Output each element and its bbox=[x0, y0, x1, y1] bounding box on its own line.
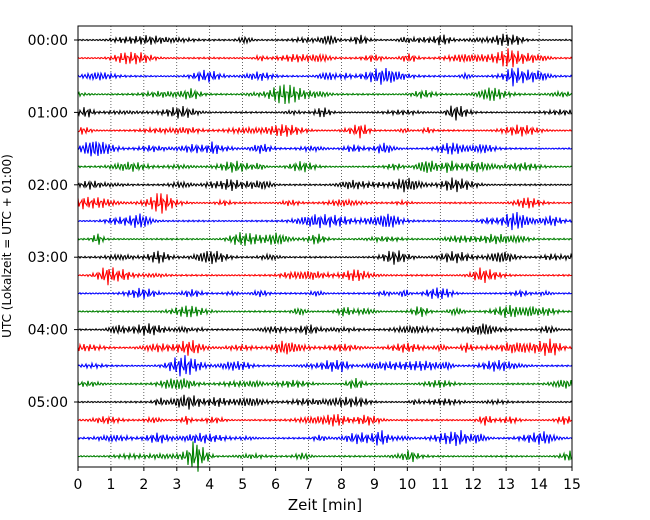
x-tick-label: 7 bbox=[304, 477, 313, 493]
y-tick-label: 02:00 bbox=[28, 178, 68, 194]
x-tick-label: 14 bbox=[530, 477, 548, 493]
trace-row bbox=[77, 105, 573, 121]
trace-row bbox=[77, 267, 573, 286]
plot-frame bbox=[77, 25, 573, 468]
trace-row bbox=[77, 160, 573, 173]
trace-row bbox=[77, 232, 573, 246]
trace-row bbox=[77, 305, 573, 318]
trace-row bbox=[77, 414, 573, 427]
trace-row bbox=[77, 250, 573, 265]
trace-row bbox=[78, 124, 573, 139]
x-tick-label: 15 bbox=[563, 477, 581, 493]
x-tick-label: 8 bbox=[337, 477, 346, 493]
trace-row bbox=[77, 338, 573, 356]
x-tick-label: 9 bbox=[370, 477, 379, 493]
trace-row bbox=[77, 48, 573, 68]
x-tick-label: 13 bbox=[497, 477, 515, 493]
x-tick-label: 11 bbox=[431, 477, 449, 493]
trace-row bbox=[77, 377, 573, 391]
trace-row bbox=[77, 323, 573, 336]
y-tick-label: 04:00 bbox=[28, 323, 68, 339]
trace-row bbox=[77, 212, 573, 231]
trace-row bbox=[77, 177, 573, 193]
trace-row bbox=[77, 67, 573, 87]
x-tick-label: 0 bbox=[74, 477, 83, 493]
trace-rows bbox=[77, 33, 573, 472]
trace-row bbox=[77, 33, 573, 46]
x-tick-label: 2 bbox=[139, 477, 148, 493]
y-tick-label: 01:00 bbox=[28, 105, 68, 121]
y-tick-label: 05:00 bbox=[28, 395, 68, 411]
trace-row bbox=[77, 441, 573, 472]
x-tick-label: 12 bbox=[464, 477, 482, 493]
trace-row bbox=[77, 355, 573, 377]
y-tick-label: 03:00 bbox=[28, 250, 68, 266]
trace-row bbox=[77, 141, 573, 157]
x-tick-label: 1 bbox=[106, 477, 115, 493]
trace-row bbox=[77, 193, 573, 214]
x-tick-label: 4 bbox=[205, 477, 214, 493]
trace-row bbox=[77, 430, 573, 447]
trace-row bbox=[77, 84, 573, 105]
x-axis: 0 1 2 3 4 5 6 7 8 9 10 11 12 13 14 15 bbox=[74, 467, 581, 493]
trace-row bbox=[77, 394, 573, 410]
x-tick-label: 3 bbox=[172, 477, 181, 493]
x-tick-label: 5 bbox=[238, 477, 247, 493]
y-axis: 00:00 01:00 02:00 03:00 04:00 05:00 bbox=[28, 33, 78, 411]
x-axis-title: Zeit [min] bbox=[288, 496, 362, 514]
x-tick-label: 10 bbox=[398, 477, 416, 493]
y-tick-label: 00:00 bbox=[28, 33, 68, 49]
y-axis-title: UTC (Lokalzeit = UTC + 01:00) bbox=[0, 154, 14, 338]
trace-row bbox=[77, 287, 573, 300]
x-tick-label: 6 bbox=[271, 477, 280, 493]
